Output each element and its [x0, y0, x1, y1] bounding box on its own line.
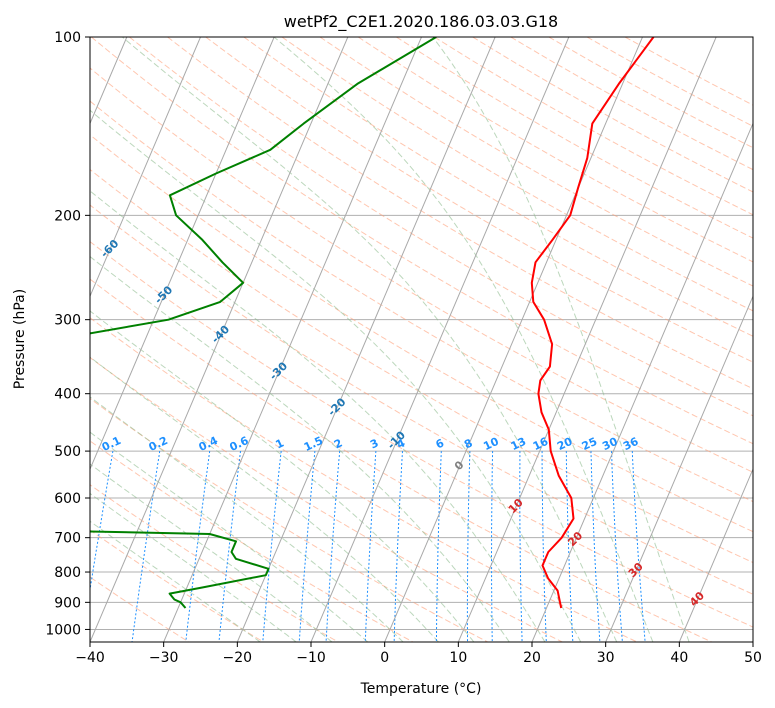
isotherm-line [163, 37, 422, 642]
isotherm-line [310, 37, 570, 642]
isotherm-line [90, 37, 275, 471]
x-axis-label: Temperature (°C) [360, 681, 482, 697]
mixing-ratio-line [298, 451, 316, 642]
x-tick-label: 40 [670, 650, 688, 666]
isotherm-line [531, 122, 753, 642]
dry-adiabat [319, 37, 753, 287]
isotherm-line [605, 295, 753, 642]
isotherm-line [90, 37, 349, 642]
dry-adiabat [90, 134, 753, 533]
moist-adiabat [90, 520, 261, 642]
isotherm-line [90, 37, 201, 298]
dry-adiabat [90, 241, 753, 628]
dry-adiabat [90, 67, 753, 473]
y-tick-label: 300 [54, 313, 81, 329]
y-tick-label: 400 [54, 387, 81, 403]
temperature-profile-line [530, 37, 655, 609]
isotherm-line [384, 37, 643, 642]
x-tick-label: −20 [223, 650, 253, 666]
mixing-ratio-label: 13 [509, 435, 528, 453]
moist-adiabat [90, 255, 510, 642]
x-tick-label: 10 [449, 650, 467, 666]
moist-adiabat [90, 310, 475, 642]
y-tick-label: 100 [54, 30, 81, 46]
mixing-ratio-label: 20 [555, 435, 575, 453]
mixing-ratio-line [519, 451, 523, 642]
mixing-ratio-line [590, 451, 601, 642]
y-tick-label: 500 [54, 444, 81, 460]
dry-adiabat [90, 204, 753, 595]
x-tick-label: 0 [380, 650, 389, 666]
isotherm-line [457, 37, 717, 642]
mixing-ratio-line [218, 451, 241, 642]
plot-frame [89, 36, 754, 643]
mixing-ratio-line [185, 451, 211, 642]
y-tick-label: 700 [54, 531, 81, 547]
dry-adiabat [90, 100, 753, 503]
dry-adiabat [90, 37, 753, 445]
plot-area: -100-90-80-70-60-50-40-30-20-10010203040… [90, 37, 753, 642]
dry-adiabat [90, 397, 488, 642]
moist-adiabat [90, 431, 369, 642]
mixing-ratio-line [131, 451, 161, 642]
dry-adiabat [90, 317, 638, 642]
mixing-ratio-line [262, 451, 282, 642]
chart-title: wetPf2_C2E1.2020.186.03.03.G18 [284, 12, 558, 32]
mixing-ratio-label: 16 [531, 435, 551, 453]
dry-adiabats [90, 37, 753, 642]
x-tick-label: 50 [744, 650, 762, 666]
mixing-ratio-line [611, 451, 623, 642]
mixing-ratio-line [435, 451, 442, 642]
dry-adiabat [243, 37, 753, 337]
x-tick-label: 20 [523, 650, 541, 666]
mixing-ratio-line [466, 451, 471, 642]
sounding-profiles [90, 37, 655, 609]
mixing-ratio-line [364, 451, 377, 642]
y-tick-label: 1000 [45, 622, 81, 638]
mixing-ratio-line [325, 451, 341, 642]
dry-adiabat [90, 529, 264, 642]
mixing-ratio-lines [90, 451, 646, 642]
y-tick-label: 900 [54, 595, 81, 611]
dry-adiabat [90, 576, 190, 642]
mixing-ratio-label: 36 [621, 435, 641, 453]
dewpoint-profile-line [90, 37, 437, 609]
y-axis-label: Pressure (hPa) [12, 289, 28, 389]
mixing-ratio-label: 25 [580, 435, 599, 453]
dry-adiabat [90, 356, 563, 642]
x-tick-label: 30 [597, 650, 615, 666]
moist-adiabat [432, 37, 690, 642]
dry-adiabat [281, 37, 753, 312]
mixing-ratio-line [393, 451, 403, 642]
x-tick-label: −30 [149, 650, 179, 666]
y-axis-ticks: 100 200 300 400 500 600 700 800 900 1000 [45, 30, 90, 638]
y-tick-label: 600 [54, 491, 81, 507]
mixing-ratio-label: 30 [600, 435, 620, 453]
skewed-isotherms [90, 37, 753, 642]
moist-adiabat [90, 463, 333, 642]
moist-adiabat [90, 356, 439, 642]
moist-adiabat [90, 190, 546, 642]
y-tick-label: 200 [54, 208, 81, 224]
mixing-ratio-label: 10 [481, 435, 501, 453]
dry-adiabat [90, 440, 414, 642]
y-tick-label: 800 [54, 565, 81, 581]
mixing-ratio-line [565, 451, 574, 642]
x-axis-ticks: −40 −30 −20 −10 0 10 20 30 40 50 [75, 642, 762, 666]
x-tick-label: −40 [75, 650, 105, 666]
x-tick-label: −10 [296, 650, 326, 666]
isotherm-line [678, 467, 753, 642]
dry-adiabat [90, 278, 712, 642]
isotherm-line [236, 37, 496, 642]
moist-adiabat [273, 37, 654, 642]
moist-adiabat [90, 396, 404, 642]
